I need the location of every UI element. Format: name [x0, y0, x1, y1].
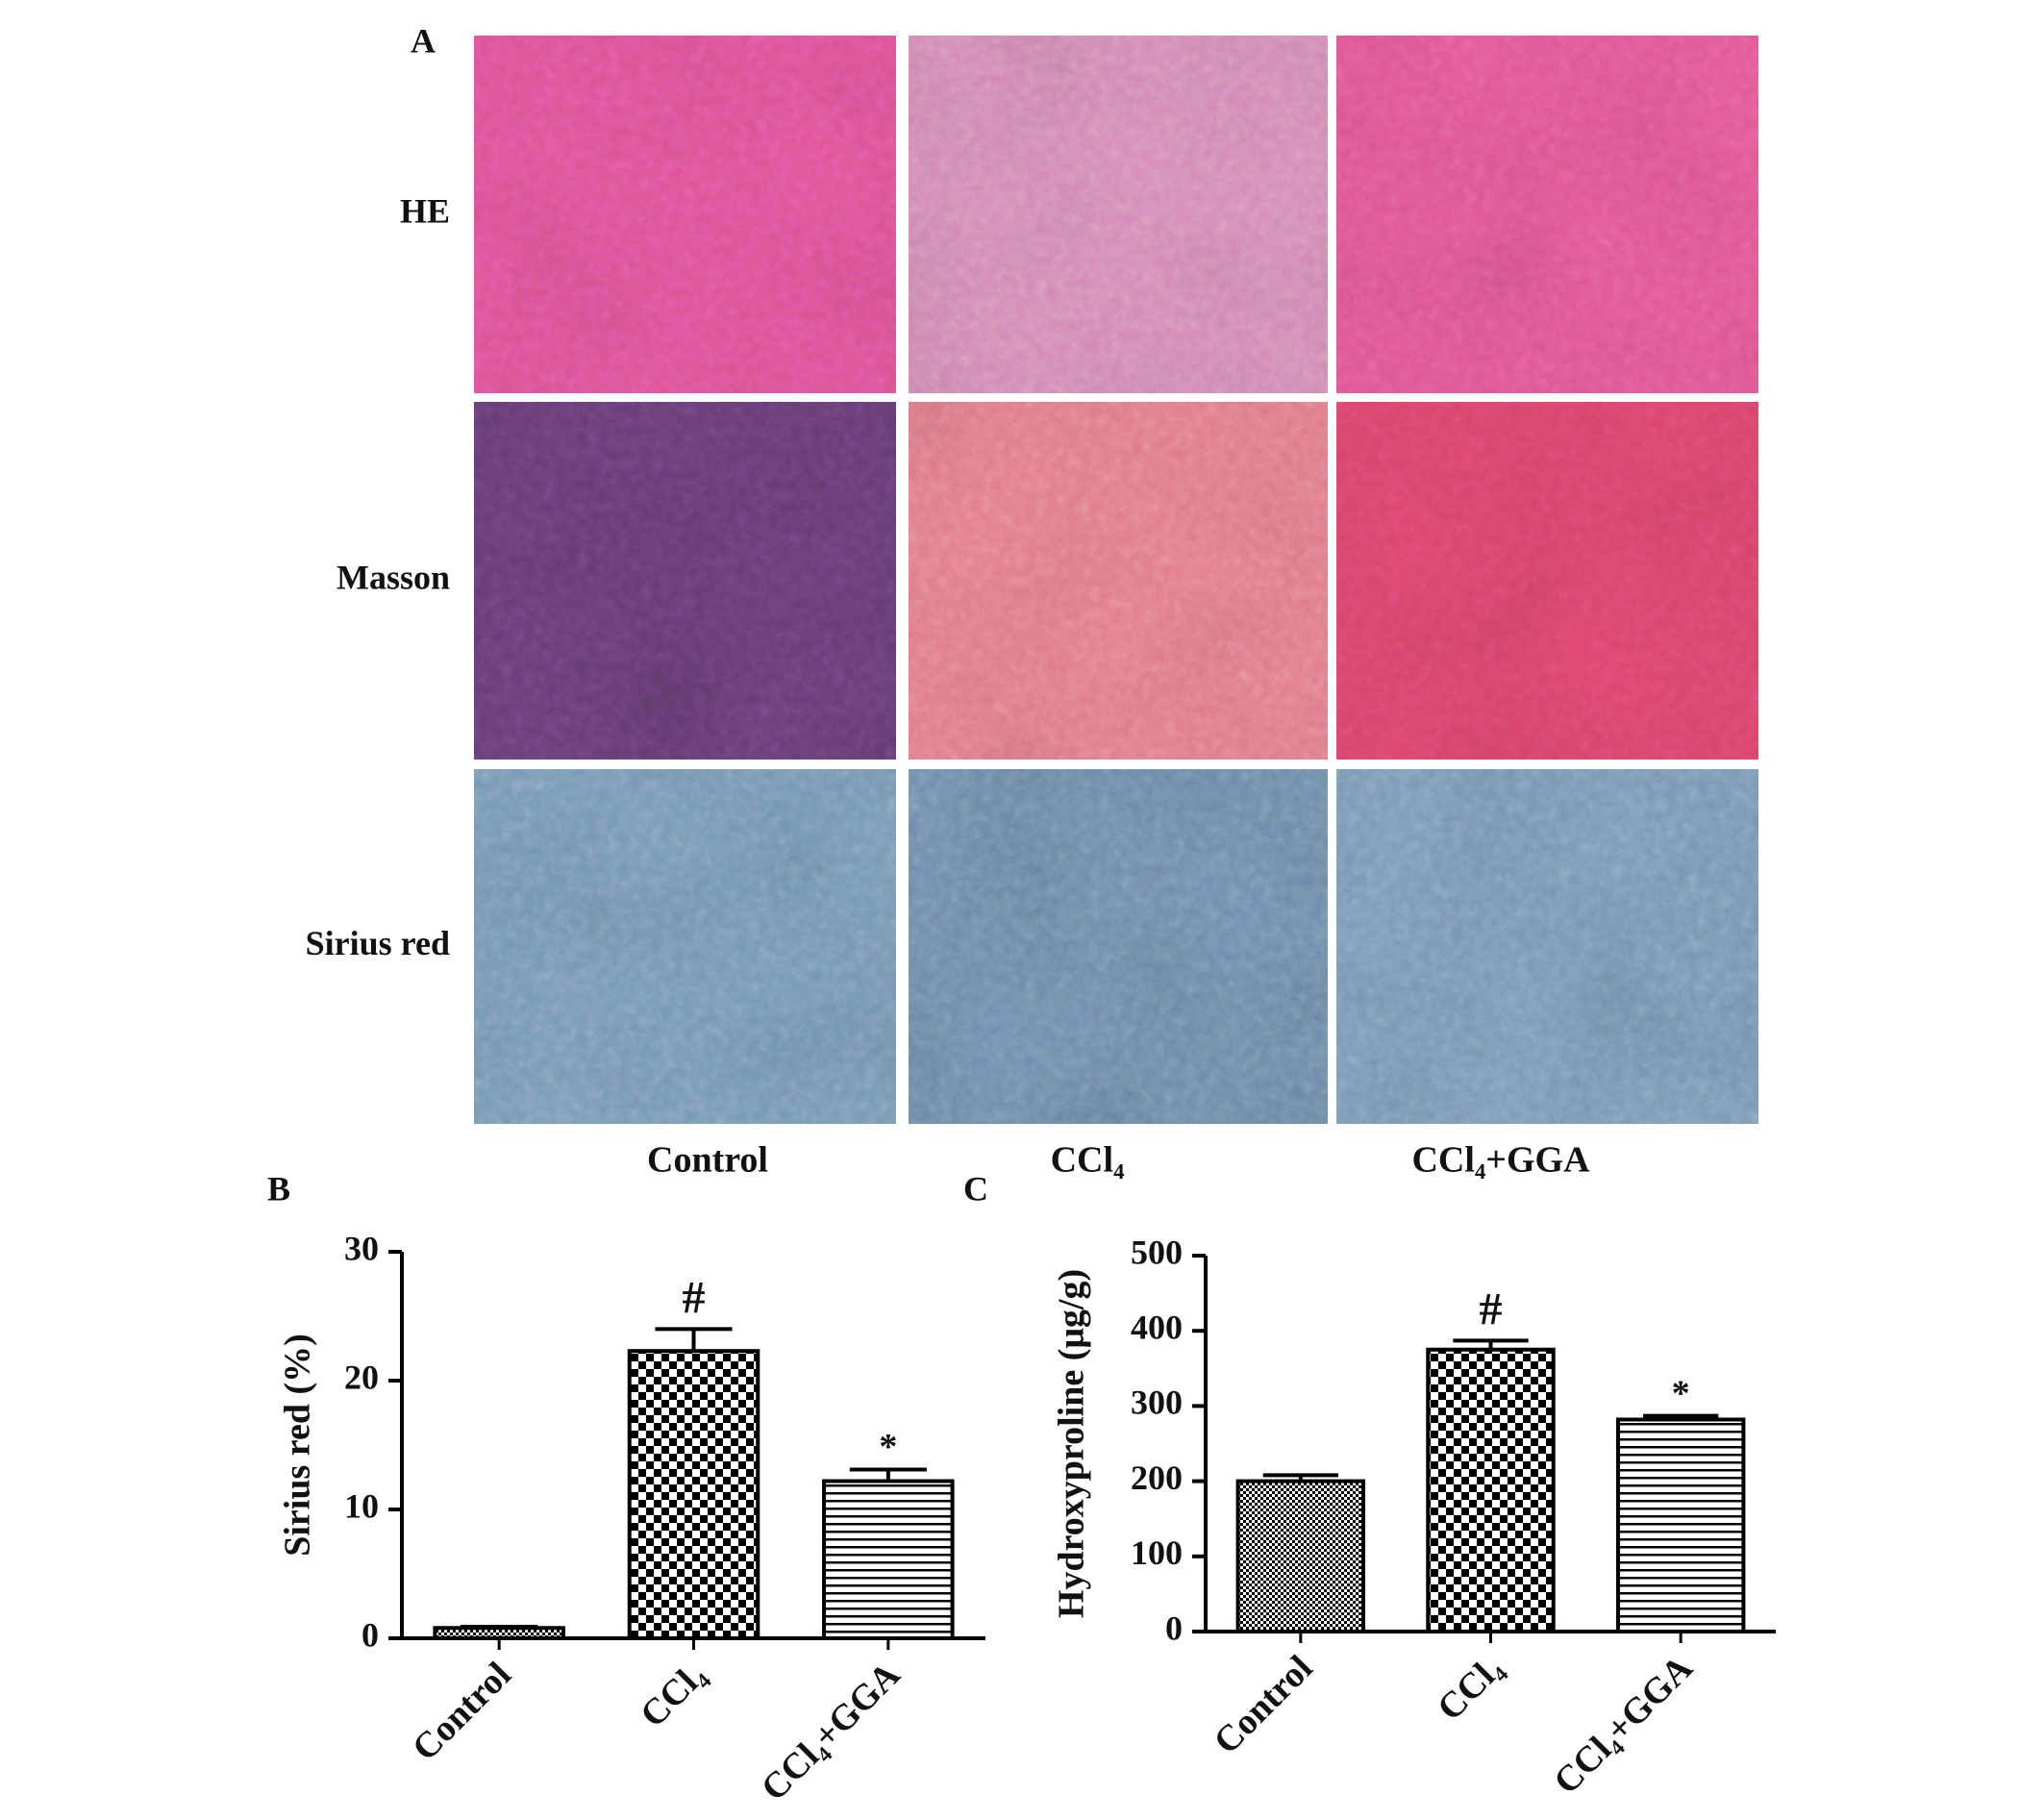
micrograph-grain [474, 402, 896, 760]
y-tick-label: 400 [1131, 1308, 1183, 1346]
x-tick-label: CCl₄ [633, 1654, 713, 1734]
micrograph-grain [1336, 36, 1758, 393]
bar [433, 1626, 565, 1641]
y-tick-label: 10 [344, 1486, 379, 1525]
micrograph [1336, 402, 1758, 760]
column-label: CCl₄ [1051, 1140, 1125, 1181]
significance-marker: # [683, 1272, 706, 1323]
row-label: HE [400, 191, 450, 230]
significance-marker: * [1672, 1373, 1690, 1413]
bar [822, 1479, 955, 1641]
x-tick-label: CCl₄ [1430, 1647, 1510, 1728]
panel-label: C [963, 1169, 988, 1208]
row-label: Masson [337, 558, 450, 596]
micrograph [909, 769, 1328, 1124]
bar [1615, 1417, 1746, 1633]
y-tick-label: 30 [344, 1229, 379, 1267]
significance-marker: * [879, 1427, 897, 1467]
micrograph-grain [1336, 402, 1758, 760]
micrograph-grain [909, 402, 1328, 760]
panel-label: A [411, 21, 436, 60]
y-tick-label: 100 [1131, 1533, 1183, 1572]
micrograph [474, 402, 896, 760]
x-tick-label: CCl₄+GGA [1546, 1647, 1701, 1802]
y-tick-label: 0 [361, 1615, 379, 1654]
micrograph-grain [1336, 769, 1758, 1124]
micrograph [909, 402, 1328, 760]
column-label: Control [647, 1140, 768, 1181]
x-tick-label: Control [405, 1655, 519, 1769]
x-tick-label: Control [1207, 1648, 1321, 1762]
micrograph [1336, 36, 1758, 393]
bar [627, 1349, 760, 1641]
y-axis-title: Sirius red (%) [278, 1334, 318, 1557]
micrograph-grain [474, 769, 896, 1124]
bar [1426, 1347, 1556, 1633]
y-tick-label: 300 [1131, 1384, 1183, 1422]
micrograph [1336, 769, 1758, 1124]
micrograph [474, 36, 896, 393]
y-axis-title: Hydroxyproline (μg/g) [1052, 1269, 1092, 1618]
column-label: CCl₄+GGA [1411, 1140, 1590, 1181]
panel-label: B [267, 1169, 290, 1208]
y-tick-label: 20 [344, 1358, 379, 1396]
y-tick-label: 500 [1131, 1233, 1183, 1271]
micrograph-grain [474, 36, 896, 393]
significance-marker: # [1480, 1284, 1503, 1334]
micrograph [474, 769, 896, 1124]
micrograph [909, 36, 1328, 393]
y-tick-label: 200 [1131, 1458, 1183, 1497]
x-tick-label: CCl₄+GGA [754, 1654, 909, 1808]
micrograph-grain [909, 769, 1328, 1124]
y-tick-label: 0 [1165, 1608, 1183, 1647]
row-label: Sirius red [306, 924, 450, 962]
micrograph-grain [909, 36, 1328, 393]
bar [1235, 1479, 1366, 1633]
